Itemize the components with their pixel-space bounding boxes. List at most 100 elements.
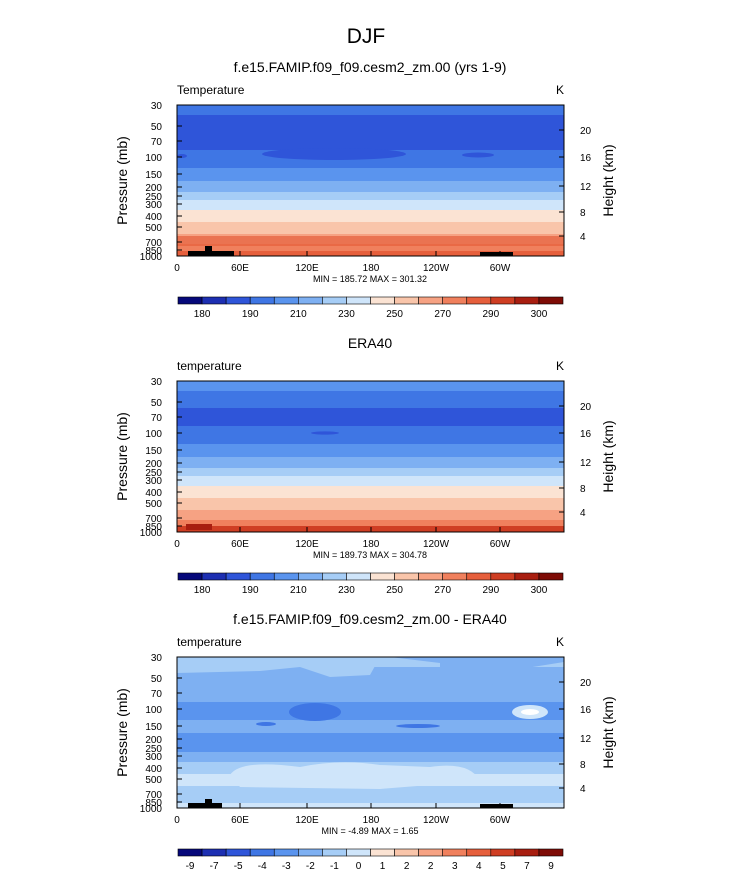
panel-title: ERA40 (348, 335, 393, 351)
y2-tick-label: 8 (580, 760, 586, 771)
panel-title: f.e15.FAMIP.f09_f09.cesm2_zm.00 - ERA40 (233, 611, 507, 627)
y-tick-label: 100 (145, 153, 162, 164)
colorbar-swatch (538, 296, 564, 305)
colorbar-swatch (273, 848, 299, 857)
colorbar-label: 9 (548, 861, 554, 872)
contour-band (177, 444, 564, 458)
y-axis-title: Pressure (mb) (114, 136, 130, 225)
y2-tick-label: 20 (580, 126, 592, 137)
y-tick-label: 30 (151, 101, 163, 112)
y-tick-label: 30 (151, 653, 163, 664)
colorbar-swatch (177, 296, 203, 305)
contour-band (177, 510, 564, 521)
diff-patch-light (177, 657, 380, 677)
colorbar-swatch (538, 572, 564, 581)
y-tick-label: 150 (145, 446, 162, 457)
y-tick-label: 850 (145, 246, 162, 257)
colorbar-swatch (177, 848, 203, 857)
y-tick-label: 700 (145, 790, 162, 801)
colorbar-label: -9 (186, 861, 195, 872)
contour-field (177, 381, 564, 532)
y2-tick-label: 16 (580, 705, 592, 716)
contour-band (177, 486, 564, 499)
colorbar-swatch (490, 572, 516, 581)
colorbar-label: 190 (242, 585, 259, 596)
colorbar-swatch (322, 848, 347, 857)
colorbar-label: 270 (434, 585, 451, 596)
diff-patch-cold (289, 703, 341, 721)
colorbar-label: 190 (242, 309, 259, 320)
contour-band (177, 210, 564, 223)
y-tick-label: 400 (145, 212, 162, 223)
surface-warm-band (177, 236, 564, 246)
y-tick-label: 850 (145, 522, 162, 533)
colorbar-swatch (466, 296, 492, 305)
topography-mask (188, 803, 222, 808)
colorbar-label: -2 (306, 861, 315, 872)
contour-band (177, 752, 564, 763)
panel-difference: f.e15.FAMIP.f09_f09.cesm2_zm.00 - ERA40 t… (114, 611, 616, 872)
colorbar-label: 250 (386, 309, 403, 320)
y-tick-label: 50 (151, 398, 163, 409)
variable-label: Temperature (177, 83, 245, 97)
topography-mask (188, 251, 234, 256)
colorbar-label: -1 (330, 861, 339, 872)
contour-band (177, 476, 564, 487)
colorbar-swatch (225, 296, 251, 305)
contour-field (177, 657, 564, 808)
colorbar-label: 270 (434, 309, 451, 320)
topography-mask (480, 252, 513, 256)
y-tick-label: 100 (145, 705, 162, 716)
colorbar-label: 180 (194, 585, 211, 596)
topography-mask (205, 246, 212, 252)
colorbar-swatch (322, 296, 347, 305)
contour-band (177, 786, 564, 797)
contour-band (177, 468, 564, 477)
contour-band (177, 105, 564, 116)
figure-title: DJF (347, 25, 386, 48)
colorbar-label: 210 (290, 585, 307, 596)
contour-band (177, 796, 564, 804)
colorbar-swatch (298, 848, 323, 857)
y-tick-label: 150 (145, 722, 162, 733)
tropopause-cold-patch (311, 431, 339, 435)
colorbar-swatch (225, 848, 251, 857)
colorbar-label: 210 (290, 309, 307, 320)
colorbar-swatch (201, 296, 227, 305)
y-tick-label: 50 (151, 122, 163, 133)
colorbar-swatch (346, 296, 371, 305)
y-tick-label: 200 (145, 459, 162, 470)
colorbar-swatch (322, 572, 347, 581)
colorbar-swatch (298, 572, 323, 581)
colorbar-label: 290 (482, 585, 499, 596)
y2-tick-label: 20 (580, 678, 592, 689)
colorbar-swatch (442, 572, 468, 581)
colorbar-swatch (370, 848, 395, 857)
y-axis-title: Pressure (mb) (114, 688, 130, 777)
y-axis-title: Pressure (mb) (114, 412, 130, 501)
x-tick-label: 0 (174, 263, 180, 274)
contour-band (177, 457, 564, 469)
units-label: K (556, 635, 564, 649)
topography-mask (480, 804, 513, 808)
colorbar-swatch (249, 848, 275, 857)
contour-band (177, 168, 564, 182)
diff-patch-cold (396, 724, 440, 728)
colorbar-label: 250 (386, 585, 403, 596)
y-tick-label: 200 (145, 735, 162, 746)
contour-band (177, 520, 564, 528)
colorbar-swatch (346, 572, 371, 581)
x-tick-label: 180 (363, 815, 380, 826)
contour-band (177, 720, 564, 734)
y-tick-label: 500 (145, 775, 162, 786)
colorbar-swatch (418, 848, 443, 857)
x-tick-label: 0 (174, 815, 180, 826)
y2-tick-label: 8 (580, 484, 586, 495)
y2-tick-label: 16 (580, 153, 592, 164)
colorbar-swatch (418, 296, 443, 305)
y-tick-label: 850 (145, 798, 162, 809)
colorbar-swatch (201, 848, 227, 857)
y-tick-label: 300 (145, 200, 162, 211)
y-tick-label: 300 (145, 476, 162, 487)
